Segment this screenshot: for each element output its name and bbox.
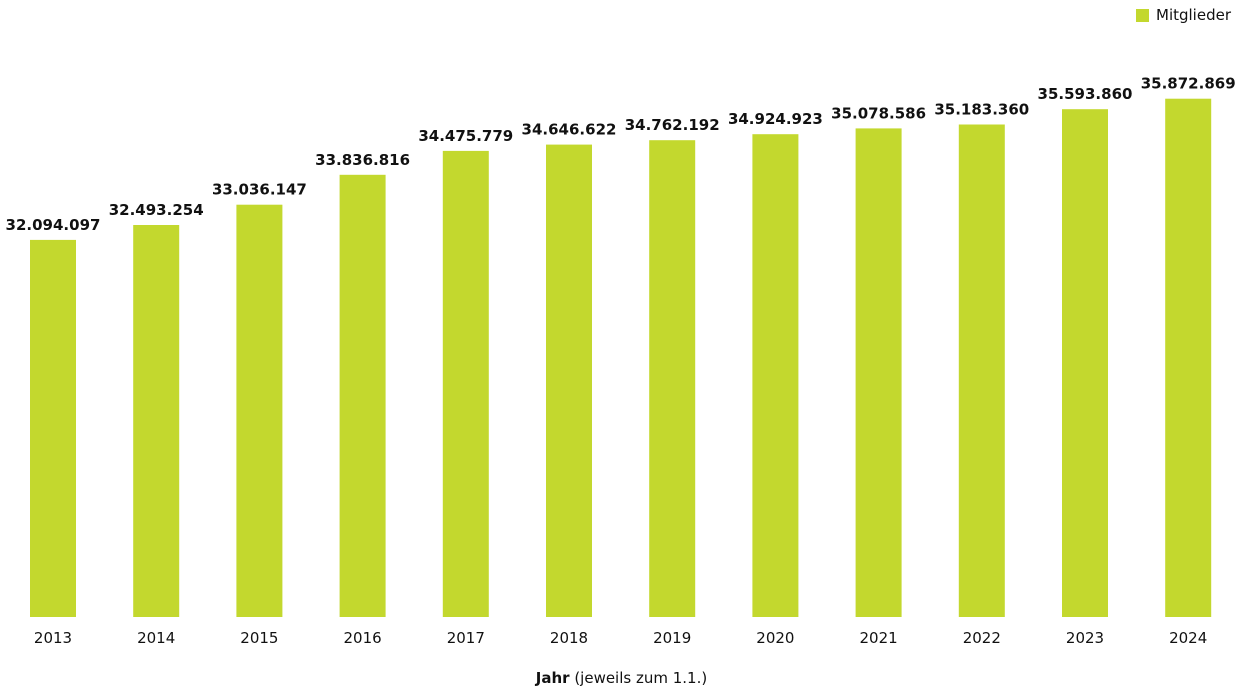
bar-2019	[649, 140, 696, 617]
data-label-2018: 34.646.622	[522, 121, 617, 139]
data-label-2019: 34.762.192	[625, 116, 720, 134]
x-tick-2019: 2019	[653, 629, 691, 647]
x-tick-2017: 2017	[447, 629, 485, 647]
x-tick-2023: 2023	[1066, 629, 1104, 647]
bar-2016	[339, 174, 386, 618]
bar-2017	[442, 150, 489, 617]
data-label-2023: 35.593.860	[1038, 85, 1133, 103]
data-label-2017: 34.475.779	[418, 127, 513, 145]
x-tick-2024: 2024	[1169, 629, 1207, 647]
x-tick-2021: 2021	[860, 629, 898, 647]
bar-2015	[236, 204, 283, 617]
x-tick-2016: 2016	[344, 629, 382, 647]
x-axis-title-rest: (jeweils zum 1.1.)	[569, 669, 708, 687]
bar-2023	[1062, 109, 1108, 617]
data-label-2013: 32.094.097	[6, 216, 101, 234]
bar-2013	[30, 239, 76, 617]
x-axis-title: Jahr (jeweils zum 1.1.)	[0, 669, 1243, 687]
legend: Mitglieder	[1136, 6, 1231, 24]
x-tick-2018: 2018	[550, 629, 588, 647]
data-label-2024: 35.872.869	[1141, 75, 1236, 93]
x-tick-2014: 2014	[137, 629, 175, 647]
bar-2014	[133, 225, 180, 617]
data-label-2016: 33.836.816	[315, 151, 410, 169]
x-tick-2015: 2015	[240, 629, 278, 647]
data-label-2020: 34.924.923	[728, 110, 823, 128]
x-tick-2013: 2013	[34, 629, 72, 647]
bar-2022	[958, 124, 1005, 617]
data-label-2021: 35.078.586	[831, 104, 926, 122]
bar-2018	[546, 144, 592, 617]
bar-2021	[855, 128, 902, 617]
x-axis-title-bold: Jahr	[535, 669, 570, 687]
data-label-2015: 33.036.147	[212, 181, 307, 199]
legend-swatch	[1136, 8, 1149, 22]
data-label-2022: 35.183.360	[934, 101, 1029, 119]
bar-2020	[752, 134, 799, 617]
x-tick-2020: 2020	[756, 629, 794, 647]
legend-label: Mitglieder	[1156, 6, 1231, 24]
data-label-2014: 32.493.254	[109, 201, 204, 219]
bar-2024	[1165, 98, 1212, 617]
x-tick-2022: 2022	[963, 629, 1001, 647]
